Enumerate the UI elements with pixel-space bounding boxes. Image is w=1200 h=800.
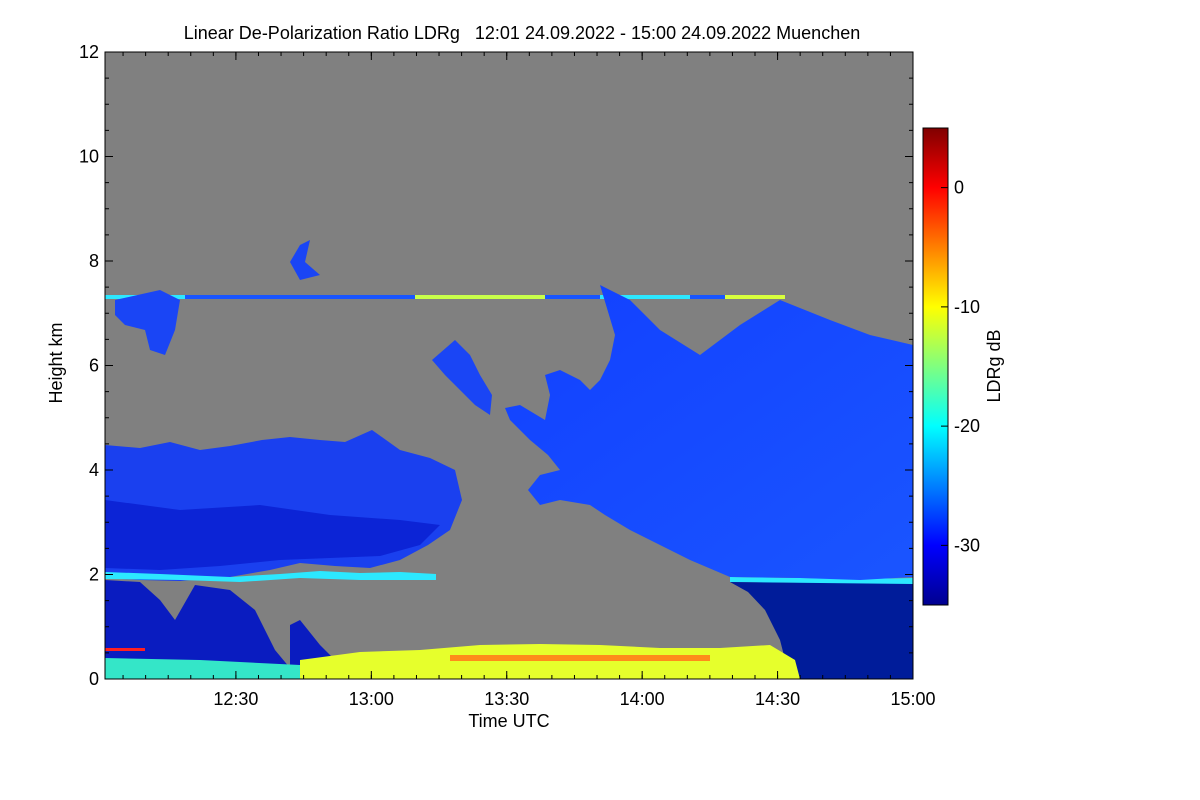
y-tick-label: 2 [89,565,99,585]
y-tick-label: 12 [79,42,99,62]
colorbar-tick-label: -10 [954,297,980,317]
plot-area [105,52,913,679]
x-tick-label: 13:30 [484,689,529,709]
boundary-layer-right [730,582,913,679]
surface-noise-red [105,648,145,651]
y-axis: 0 2 4 6 8 10 12 [79,42,913,689]
x-tick-label: 14:00 [620,689,665,709]
upper-layer-segment [600,295,690,299]
upper-layer-segment [725,295,785,299]
cirrus-small [290,240,320,280]
layer-2km-left [105,571,436,582]
mid-cloud-dark [105,500,440,570]
x-tick-label: 13:00 [349,689,394,709]
x-tick-label: 14:30 [755,689,800,709]
y-tick-label: 10 [79,147,99,167]
cirrus-left [115,290,180,355]
y-tick-label: 4 [89,460,99,480]
colorbar-label: LDRg dB [984,329,1004,402]
colorbar-ticks: 0 -10 -20 -30 [941,178,980,555]
colorbar [922,127,949,606]
x-axis-label: Time UTC [468,711,549,731]
x-tick-label: 12:30 [213,689,258,709]
colorbar-tick-label: -20 [954,416,980,436]
surface-noise-orange [450,655,710,661]
fall-streak-lobe [432,340,492,415]
colorbar-tick-label: -30 [954,535,980,555]
colorbar-tick-label: 0 [954,178,964,198]
upper-layer-segment [415,295,545,299]
surface-noise-cyan [105,658,300,679]
y-tick-label: 0 [89,669,99,689]
fall-streak-cloud [505,285,913,580]
x-axis: 12:30 13:00 13:30 14:00 14:30 15:00 [122,52,936,709]
chart-title: Linear De-Polarization Ratio LDRg 12:01 … [184,23,860,43]
boundary-layer-left [105,580,290,672]
y-tick-label: 6 [89,356,99,376]
y-axis-label: Height km [46,322,66,403]
surface-noise [300,644,800,679]
y-tick-label: 8 [89,251,99,271]
x-tick-label: 15:00 [890,689,935,709]
